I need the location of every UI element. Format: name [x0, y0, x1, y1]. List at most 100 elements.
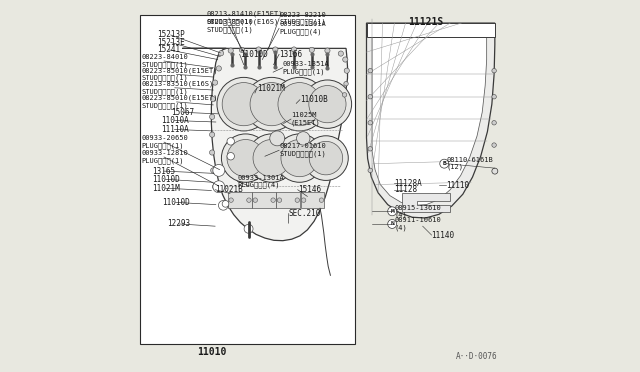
Circle shape	[221, 134, 270, 182]
Text: 11010D: 11010D	[152, 175, 180, 184]
Circle shape	[256, 47, 261, 52]
Circle shape	[213, 181, 225, 193]
Circle shape	[273, 77, 326, 131]
Text: 11010D: 11010D	[162, 198, 189, 207]
Text: B: B	[442, 161, 446, 166]
Circle shape	[227, 153, 234, 160]
Circle shape	[281, 140, 318, 177]
Text: 11021M: 11021M	[257, 84, 285, 93]
Text: 08911-10610
(4): 08911-10610 (4)	[394, 217, 441, 231]
FancyBboxPatch shape	[276, 192, 300, 208]
Text: 11010A: 11010A	[161, 116, 189, 125]
Circle shape	[227, 140, 264, 177]
Text: 15213E: 15213E	[157, 38, 185, 47]
Circle shape	[218, 51, 223, 56]
Circle shape	[222, 83, 266, 126]
Circle shape	[309, 141, 342, 175]
Text: 08223-85010(E15ET)
STUDスタッド(1): 08223-85010(E15ET) STUDスタッド(1)	[141, 95, 218, 109]
Circle shape	[368, 94, 372, 99]
Circle shape	[492, 168, 498, 174]
Circle shape	[368, 121, 372, 125]
Circle shape	[368, 68, 372, 73]
Circle shape	[229, 198, 234, 202]
Text: 08213-81410(E15ET)
STUDスタッド(1): 08213-81410(E15ET) STUDスタッド(1)	[207, 11, 283, 25]
Text: 11110A: 11110A	[161, 125, 189, 134]
Circle shape	[278, 83, 321, 126]
Circle shape	[212, 184, 218, 189]
Text: 11128A: 11128A	[394, 179, 422, 187]
Text: 11010D: 11010D	[239, 50, 268, 59]
Circle shape	[228, 48, 234, 53]
Circle shape	[273, 47, 278, 52]
Polygon shape	[372, 37, 486, 205]
Circle shape	[291, 47, 296, 52]
Text: 11021M: 11021M	[152, 184, 180, 193]
Circle shape	[275, 134, 324, 182]
Circle shape	[303, 136, 348, 180]
Text: 00933-1301A
PLUGプラグ(4): 00933-1301A PLUGプラグ(4)	[279, 22, 326, 35]
FancyBboxPatch shape	[140, 15, 355, 344]
Circle shape	[440, 159, 449, 168]
Text: 11025M
(E15ET): 11025M (E15ET)	[291, 112, 321, 126]
Circle shape	[209, 150, 215, 155]
Circle shape	[301, 198, 306, 202]
Polygon shape	[182, 48, 348, 241]
Circle shape	[388, 219, 397, 228]
Text: 13165: 13165	[152, 167, 175, 176]
Text: 11010: 11010	[197, 347, 227, 357]
Circle shape	[250, 83, 293, 126]
Text: SEC.210: SEC.210	[289, 209, 321, 218]
FancyBboxPatch shape	[301, 192, 324, 208]
Text: 11021B: 11021B	[215, 185, 243, 194]
Circle shape	[239, 47, 244, 52]
Text: 08213-85010(E16S)
STUDスタッド(1): 08213-85010(E16S) STUDスタッド(1)	[207, 19, 279, 33]
Circle shape	[209, 132, 215, 137]
Polygon shape	[367, 23, 495, 218]
Text: A··D·0076: A··D·0076	[456, 352, 498, 361]
Text: 00933-20650
PLUGプラグ(1): 00933-20650 PLUGプラグ(1)	[141, 135, 188, 149]
Circle shape	[319, 198, 324, 202]
Circle shape	[344, 68, 349, 73]
Text: 11121S: 11121S	[408, 17, 444, 26]
Text: 00933-12810
PLUGプラグ(1): 00933-12810 PLUGプラグ(1)	[141, 150, 188, 164]
Circle shape	[492, 143, 497, 147]
Circle shape	[296, 132, 310, 145]
Circle shape	[295, 198, 300, 202]
Text: 00933-1301A
PLUGプラグ(4): 00933-1301A PLUGプラグ(4)	[237, 175, 284, 188]
Circle shape	[211, 168, 216, 173]
Circle shape	[309, 86, 346, 123]
Text: 11110: 11110	[447, 181, 470, 190]
Circle shape	[270, 131, 285, 146]
Circle shape	[246, 198, 251, 202]
Text: 13166: 13166	[279, 50, 302, 59]
Circle shape	[342, 57, 348, 62]
Circle shape	[368, 168, 372, 173]
Circle shape	[216, 66, 221, 71]
Text: 08217-01610
STUDスタッド(1): 08217-01610 STUDスタッド(1)	[279, 144, 326, 157]
Circle shape	[492, 94, 497, 99]
Circle shape	[248, 134, 296, 182]
Text: 15146: 15146	[298, 185, 321, 194]
Text: 11128: 11128	[394, 185, 417, 194]
Text: 08223-84010
STUDスタッド(1): 08223-84010 STUDスタッド(1)	[141, 54, 188, 68]
Circle shape	[271, 198, 275, 202]
Text: 00933-1351A
PLUGプラグ(1): 00933-1351A PLUGプラグ(1)	[283, 61, 330, 74]
Text: M: M	[390, 209, 394, 214]
Text: 15067: 15067	[172, 108, 195, 117]
Circle shape	[368, 147, 372, 151]
Polygon shape	[402, 193, 450, 212]
Circle shape	[217, 77, 271, 131]
Text: 08223-85010(E15ET)
STUDスタッド(1): 08223-85010(E15ET) STUDスタッド(1)	[141, 67, 218, 81]
Circle shape	[227, 138, 234, 145]
Text: 12293: 12293	[167, 219, 190, 228]
FancyBboxPatch shape	[252, 192, 276, 208]
Text: 11010B: 11010B	[300, 95, 328, 104]
Text: 11140: 11140	[431, 231, 455, 240]
Circle shape	[344, 81, 348, 86]
Circle shape	[244, 224, 253, 233]
Circle shape	[211, 96, 216, 102]
Text: 08110-6161B
(12): 08110-6161B (12)	[447, 157, 493, 170]
Text: 15241: 15241	[157, 45, 180, 54]
Circle shape	[209, 114, 215, 119]
Circle shape	[245, 77, 298, 131]
